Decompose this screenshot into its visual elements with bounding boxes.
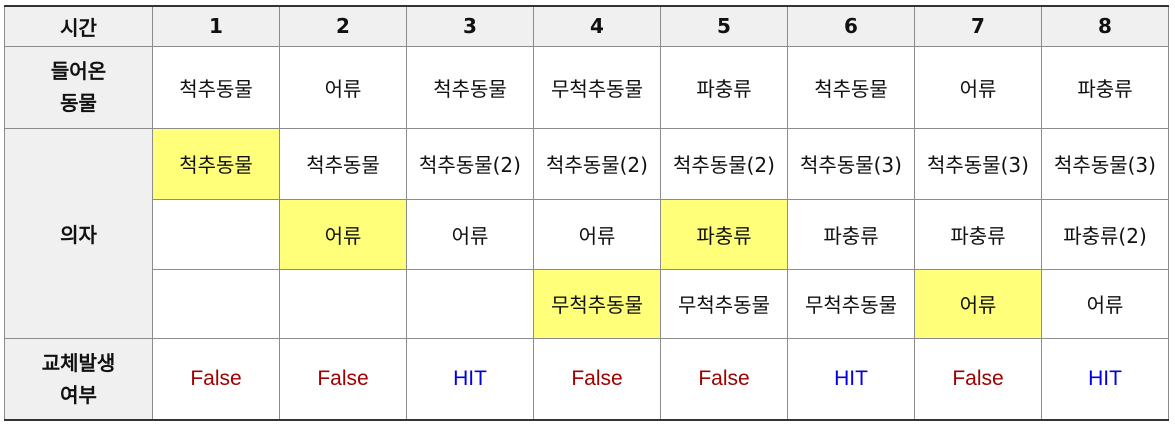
arrived-cell: 파충류 (1041, 45, 1169, 129)
replacement-result: False (533, 337, 661, 421)
chair-cell: 파충류 (660, 198, 788, 270)
replacement-label-line2: 여부 (60, 382, 97, 407)
chair-row: 의자 척추동물 척추동물 척추동물(2) 척추동물(2) 척추동물(2) 척추동… (4, 127, 1169, 339)
chair-cell (152, 268, 280, 339)
arrived-row-label: 들어온 동물 (4, 45, 153, 129)
chair-cell: 어류 (406, 198, 534, 270)
chair-cell: 파충류 (787, 198, 915, 270)
replacement-result: HIT (787, 337, 915, 421)
arrived-cell: 무척추동물 (533, 45, 661, 129)
chair-cell (406, 268, 534, 339)
replacement-row: 교체발생 여부 False False HIT False False HIT … (4, 337, 1169, 421)
replacement-row-label: 교체발생 여부 (4, 337, 153, 421)
chair-cell: 무척추동물 (660, 268, 788, 339)
chair-cell: 무척추동물 (787, 268, 915, 339)
chair-cell: 척추동물(3) (1041, 127, 1169, 200)
replacement-result: False (279, 337, 407, 421)
chairs-label: 의자 (4, 127, 153, 339)
replacement-result: False (660, 337, 788, 421)
replacement-table: 시간 1 2 3 4 5 6 7 8 들어온 동물 척추동물 어류 척추동물 무… (4, 5, 1169, 421)
chair-cell: 어류 (914, 268, 1042, 339)
column-header: 8 (1041, 5, 1169, 47)
arrived-cell: 척추동물 (152, 45, 280, 129)
chair-cell: 척추동물(3) (914, 127, 1042, 200)
chair-cell: 어류 (279, 198, 407, 270)
chair-cell: 어류 (533, 198, 661, 270)
replacement-label-line1: 교체발생 (41, 350, 116, 375)
time-header: 시간 (4, 5, 153, 47)
arrived-label-line1: 들어온 (50, 59, 107, 83)
chair-cell (152, 198, 280, 270)
chair-cell: 무척추동물 (533, 268, 661, 339)
chair-cell: 파충류 (914, 198, 1042, 270)
arrived-cell: 어류 (914, 45, 1042, 129)
chair-cell: 어류 (1041, 268, 1169, 339)
column-header: 6 (787, 5, 915, 47)
column-header: 2 (279, 5, 407, 47)
chair-cell: 파충류(2) (1041, 198, 1169, 270)
arrived-cell: 파충류 (660, 45, 788, 129)
chair-cell: 척추동물(2) (406, 127, 534, 200)
chair-row: 어류 어류 어류 파충류 파충류 파충류 파충류(2) (5, 198, 1169, 270)
chair-cell: 척추동물(3) (787, 127, 915, 200)
chair-cell: 척추동물 (152, 127, 280, 200)
arrived-label-line2: 동물 (60, 91, 97, 115)
header-row: 시간 1 2 3 4 5 6 7 8 (4, 5, 1169, 47)
column-header: 7 (914, 5, 1042, 47)
chair-cell: 척추동물(2) (660, 127, 788, 200)
arrived-cell: 어류 (279, 45, 407, 129)
arrived-cell: 척추동물 (787, 45, 915, 129)
column-header: 4 (533, 5, 661, 47)
replacement-result: False (152, 337, 280, 421)
arrived-row: 들어온 동물 척추동물 어류 척추동물 무척추동물 파충류 척추동물 어류 파충… (4, 45, 1169, 129)
chair-row: 무척추동물 무척추동물 무척추동물 어류 어류 (5, 268, 1169, 339)
chair-cell: 척추동물 (279, 127, 407, 200)
replacement-result: False (914, 337, 1042, 421)
arrived-cell: 척추동물 (406, 45, 534, 129)
column-header: 1 (152, 5, 280, 47)
replacement-result: HIT (406, 337, 534, 421)
chair-cell (279, 268, 407, 339)
replacement-result: HIT (1041, 337, 1169, 421)
column-header: 3 (406, 5, 534, 47)
column-header: 5 (660, 5, 788, 47)
chair-cell: 척추동물(2) (533, 127, 661, 200)
